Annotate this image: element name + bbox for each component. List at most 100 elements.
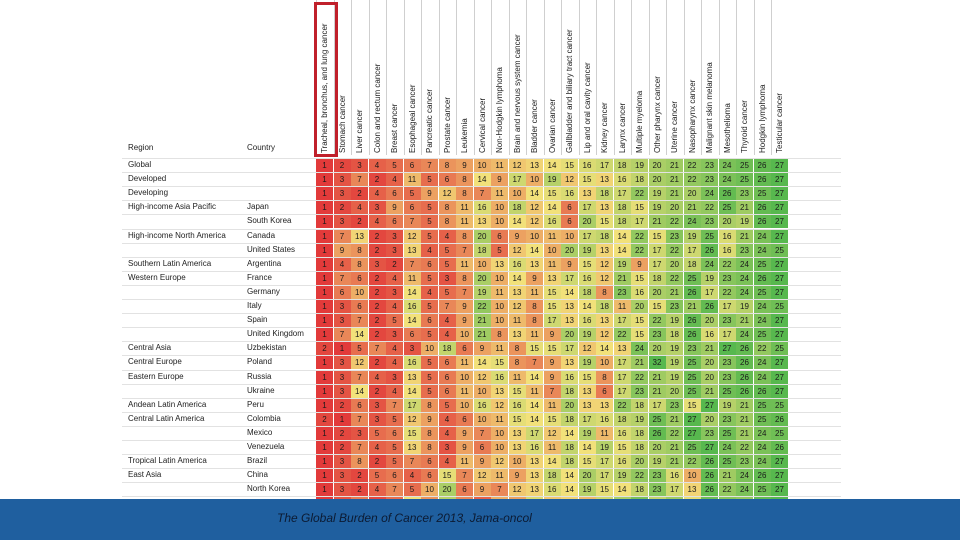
rank-cell: 12	[508, 483, 526, 497]
rank-cell: 25	[771, 426, 788, 440]
rank-cell: 26	[753, 271, 771, 285]
rank-cell: 18	[683, 257, 701, 271]
column-header: Bladder cancer	[526, 0, 543, 155]
rank-cell: 18	[578, 285, 596, 299]
rank-cell: 3	[333, 370, 351, 384]
row-country: Ukraine	[247, 385, 275, 395]
rank-cell: 20	[701, 314, 718, 328]
rank-cell: 27	[771, 384, 788, 398]
rank-cell: 2	[333, 398, 351, 412]
row-country: Poland	[247, 357, 272, 367]
rank-cell: 26	[771, 441, 788, 454]
rank-cell: 2	[368, 271, 386, 285]
column-header-label: Multiple myeloma	[635, 90, 644, 153]
rank-cell: 17	[613, 370, 631, 384]
rank-cell: 17	[718, 300, 736, 313]
rank-cell: 15	[543, 342, 561, 356]
rank-cell: 8	[596, 285, 613, 299]
rank-cell: 26	[701, 469, 718, 483]
rank-cell: 20	[718, 215, 736, 229]
rank-cell: 5	[351, 342, 368, 356]
table-row: Eastern Europe Russia 1 3 7 4 3 13 5 6 10 12 16 11 14 9…	[122, 369, 841, 384]
rank-cell: 19	[596, 441, 613, 454]
lung-cancer-highlight-box	[314, 2, 338, 157]
rank-cell: 5	[421, 384, 438, 398]
rank-cell: 1	[316, 455, 333, 469]
rank-cell: 20	[666, 384, 683, 398]
rank-cell: 5	[386, 412, 403, 426]
rank-cell: 18	[613, 215, 631, 229]
rank-cell: 5	[403, 187, 421, 201]
row-region: East Asia	[128, 470, 162, 480]
rank-cell: 9	[508, 229, 526, 243]
rank-cell: 16	[578, 271, 596, 285]
rank-cell: 17	[666, 483, 683, 497]
column-header: Nasopharynx cancer	[683, 0, 701, 155]
rank-cell: 10	[526, 173, 543, 187]
rank-cell: 2	[368, 229, 386, 243]
rank-cell: 10	[543, 243, 561, 257]
rank-cell: 6	[561, 215, 578, 229]
rank-cell: 1	[333, 412, 351, 426]
rank-cell: 9	[631, 257, 648, 271]
rank-cell: 15	[578, 455, 596, 469]
column-header-label: Prostate cancer	[442, 96, 452, 153]
rank-cell: 19	[666, 370, 683, 384]
rank-cell: 20	[666, 201, 683, 215]
table-row: Tropical Latin America Brazil 1 3 8 2 5 7 6 4 11 9 1…	[122, 454, 841, 469]
rank-cell: 15	[648, 229, 666, 243]
rank-cell: 19	[543, 173, 561, 187]
rank-cell: 8	[508, 356, 526, 370]
rank-cell: 13	[526, 483, 543, 497]
rank-cell: 9	[421, 412, 438, 426]
rank-cell: 16	[666, 469, 683, 483]
rank-cell: 23	[736, 187, 753, 201]
rank-cell: 22	[631, 187, 648, 201]
rank-cell: 6	[596, 384, 613, 398]
rank-cell: 5	[421, 370, 438, 384]
rank-cell: 22	[701, 201, 718, 215]
rank-cell: 13	[596, 201, 613, 215]
rank-cell: 6	[438, 384, 456, 398]
rank-cell: 3	[351, 426, 368, 440]
rank-cell: 1	[316, 201, 333, 215]
column-header: Thyroid cancer	[736, 0, 753, 155]
rank-cell: 7	[491, 483, 508, 497]
rank-cell: 2	[368, 384, 386, 398]
rank-cell: 6	[561, 201, 578, 215]
rank-cell: 24	[753, 314, 771, 328]
rank-cell: 4	[368, 159, 386, 172]
rank-cell: 19	[701, 271, 718, 285]
rank-cell: 21	[666, 159, 683, 172]
rank-cell: 7	[351, 370, 368, 384]
rank-cell: 23	[613, 285, 631, 299]
column-header: Leukemia	[456, 0, 473, 155]
rank-cell: 24	[736, 257, 753, 271]
rank-cell: 12	[596, 257, 613, 271]
rank-cell: 21	[683, 300, 701, 313]
rank-cell: 25	[718, 201, 736, 215]
rank-cell: 7	[351, 441, 368, 454]
column-header-label: Pancreatic cancer	[425, 88, 434, 153]
rank-cell: 6	[421, 455, 438, 469]
rank-cell: 13	[578, 187, 596, 201]
rank-cell: 9	[456, 300, 473, 313]
rank-cell: 4	[386, 173, 403, 187]
rank-cell: 24	[631, 342, 648, 356]
rank-cell: 14	[526, 398, 543, 412]
rank-cell: 7	[386, 398, 403, 412]
rank-cell: 4	[438, 455, 456, 469]
rank-cell: 1	[316, 271, 333, 285]
column-header-label: Uterine cancer	[670, 100, 679, 153]
rank-cell: 14	[613, 243, 631, 257]
rank-cell: 6	[473, 441, 491, 454]
rank-cell: 3	[386, 285, 403, 299]
rank-cell: 11	[456, 201, 473, 215]
column-header: Uterine cancer	[666, 0, 683, 155]
rank-cell: 5	[421, 356, 438, 370]
rank-cell: 6	[403, 159, 421, 172]
rank-cell: 16	[718, 243, 736, 257]
rank-cell: 15	[596, 483, 613, 497]
rank-cell: 10	[473, 257, 491, 271]
rank-cell: 8	[491, 328, 508, 342]
